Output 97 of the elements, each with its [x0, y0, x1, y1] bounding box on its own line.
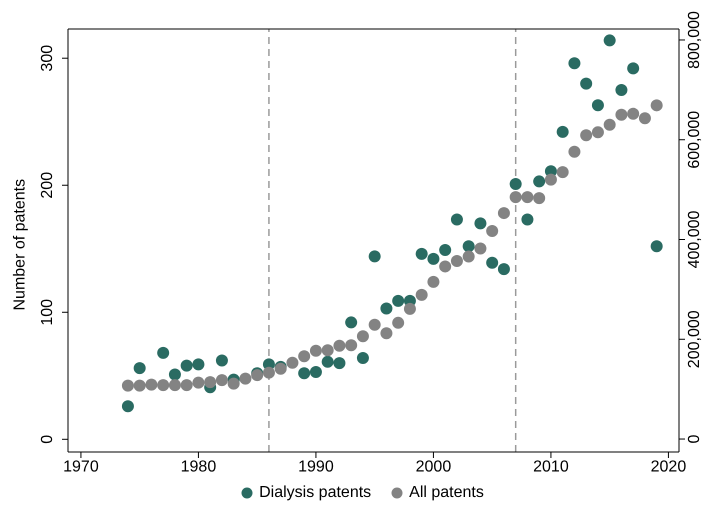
y2-tick-label: 600,000 — [686, 110, 703, 169]
point — [498, 207, 510, 220]
point — [333, 340, 346, 352]
point — [392, 294, 404, 307]
point — [168, 368, 181, 381]
point — [439, 260, 452, 272]
point — [439, 244, 452, 256]
legend-label: Dialysis patents — [258, 484, 372, 502]
x-tick-label: 2010 — [533, 458, 569, 476]
point — [474, 242, 486, 254]
point — [427, 252, 440, 265]
point — [145, 378, 158, 391]
point — [192, 376, 204, 389]
point — [521, 214, 534, 226]
point — [556, 126, 569, 138]
point — [134, 380, 146, 392]
point — [356, 352, 369, 364]
point — [486, 225, 498, 238]
x-tick-label: 1990 — [298, 458, 334, 476]
point — [650, 240, 663, 252]
y2-tick-label: 800,000 — [686, 10, 703, 69]
point — [392, 316, 404, 329]
point — [122, 400, 134, 412]
y-tick-label: 300 — [39, 44, 56, 72]
point — [416, 248, 428, 260]
point — [521, 191, 534, 204]
point — [580, 129, 592, 142]
point — [322, 344, 334, 356]
point — [627, 108, 640, 120]
point — [180, 379, 193, 392]
point — [380, 327, 392, 340]
point — [298, 350, 310, 362]
x-tick-label: 1980 — [180, 458, 216, 476]
point — [615, 108, 628, 121]
point — [615, 84, 628, 96]
y-tick-label: 200 — [39, 172, 56, 199]
point — [356, 330, 369, 342]
point — [216, 354, 228, 367]
point — [486, 256, 498, 269]
point — [180, 360, 193, 372]
point — [380, 302, 392, 314]
point — [544, 174, 557, 186]
point — [368, 250, 381, 262]
point — [462, 240, 475, 252]
point — [416, 288, 428, 301]
point — [239, 372, 252, 385]
point — [134, 362, 146, 374]
point — [533, 175, 546, 188]
point — [192, 358, 204, 370]
legend-label: All patents — [408, 484, 484, 502]
point — [510, 191, 522, 204]
x-tick-label: 1970 — [63, 458, 99, 476]
point — [157, 346, 170, 359]
point — [216, 374, 228, 386]
point — [286, 356, 298, 369]
point — [122, 380, 134, 392]
point — [404, 302, 416, 315]
y2-tick-label: 400,000 — [686, 210, 703, 268]
point — [568, 57, 580, 70]
y2-tick-label: 200,000 — [686, 310, 703, 368]
point — [168, 379, 181, 392]
point — [474, 217, 486, 230]
point — [592, 126, 604, 138]
point — [450, 254, 463, 267]
point — [333, 357, 346, 370]
point — [510, 178, 522, 190]
point — [556, 166, 569, 178]
point — [157, 379, 170, 392]
point — [580, 78, 592, 90]
point — [368, 318, 381, 331]
point — [462, 250, 475, 262]
point — [345, 316, 358, 328]
x-tick-label: 2000 — [416, 458, 452, 476]
y2-tick-label: 0 — [686, 434, 703, 444]
point — [592, 99, 604, 112]
point — [533, 192, 546, 204]
point — [638, 112, 651, 124]
y-axis-title: Number of patents — [12, 178, 29, 310]
point — [604, 34, 616, 46]
point — [204, 376, 216, 388]
y-tick-label: 100 — [39, 298, 56, 326]
point — [604, 118, 616, 131]
y-tick-label: 0 — [39, 434, 56, 444]
point — [298, 367, 310, 380]
point — [262, 366, 275, 379]
point — [310, 366, 322, 378]
point — [310, 344, 322, 357]
point — [568, 146, 580, 158]
point — [427, 276, 440, 288]
x-tick-label: 2020 — [650, 458, 686, 476]
point — [345, 339, 358, 352]
point — [228, 378, 240, 390]
point — [627, 62, 640, 74]
point — [498, 263, 510, 276]
point — [450, 214, 463, 226]
point — [650, 99, 663, 112]
point — [322, 356, 334, 368]
